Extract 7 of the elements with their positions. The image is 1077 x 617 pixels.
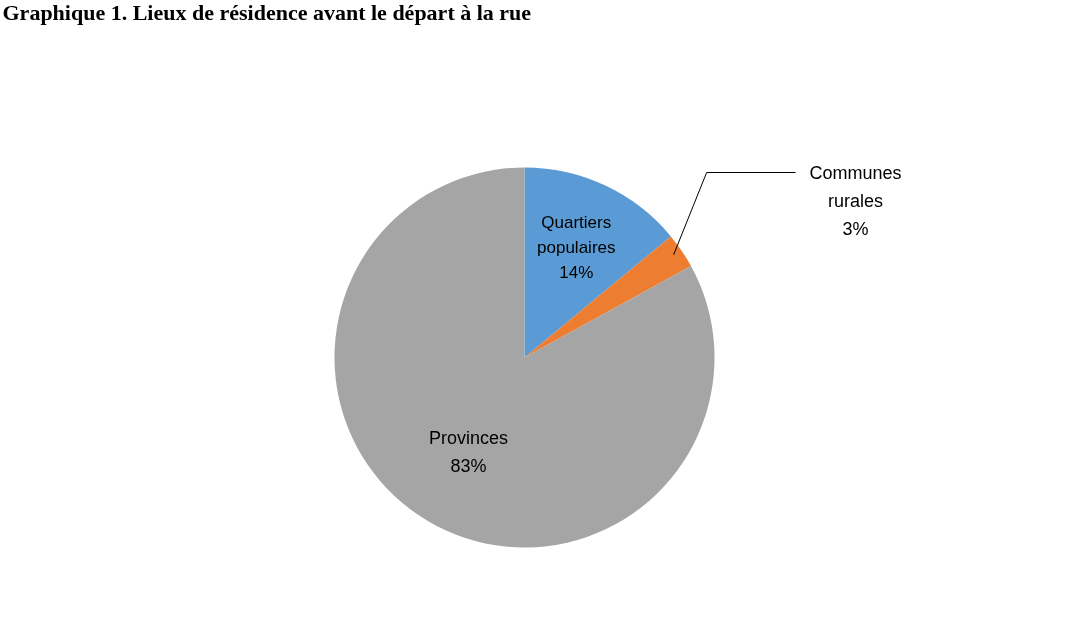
data-label: 83% <box>450 456 487 477</box>
data-label: 14% <box>559 262 594 282</box>
chart-title: Graphique 1. Lieux de résidence avant le départ à la rue <box>2 0 532 25</box>
slice-label: Provinces <box>428 428 508 449</box>
data-label: 3% <box>842 218 869 239</box>
slice-label: Communes rurales <box>809 162 902 211</box>
slice-label: Quartiers populaires <box>537 213 616 257</box>
